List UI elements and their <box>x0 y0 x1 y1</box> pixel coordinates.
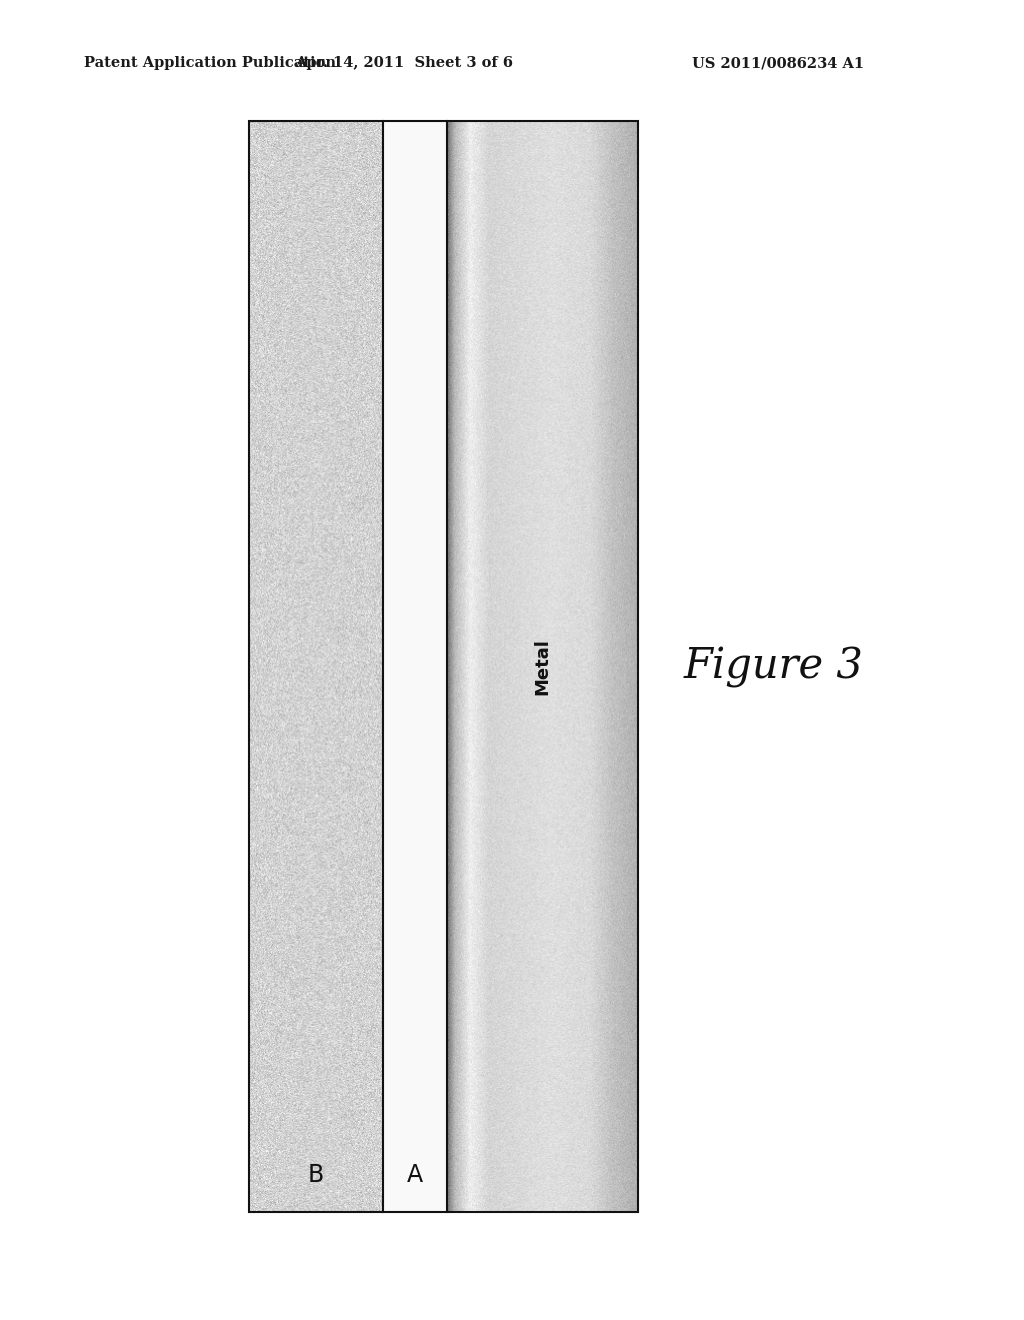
Text: B: B <box>308 1163 324 1187</box>
Bar <box>383 121 447 1212</box>
Text: A: A <box>408 1163 423 1187</box>
Bar <box>249 121 638 1212</box>
Text: Apr. 14, 2011  Sheet 3 of 6: Apr. 14, 2011 Sheet 3 of 6 <box>296 57 513 70</box>
Text: US 2011/0086234 A1: US 2011/0086234 A1 <box>692 57 864 70</box>
Text: Patent Application Publication: Patent Application Publication <box>84 57 336 70</box>
Text: Figure 3: Figure 3 <box>683 645 863 688</box>
Text: Metal: Metal <box>534 638 552 696</box>
